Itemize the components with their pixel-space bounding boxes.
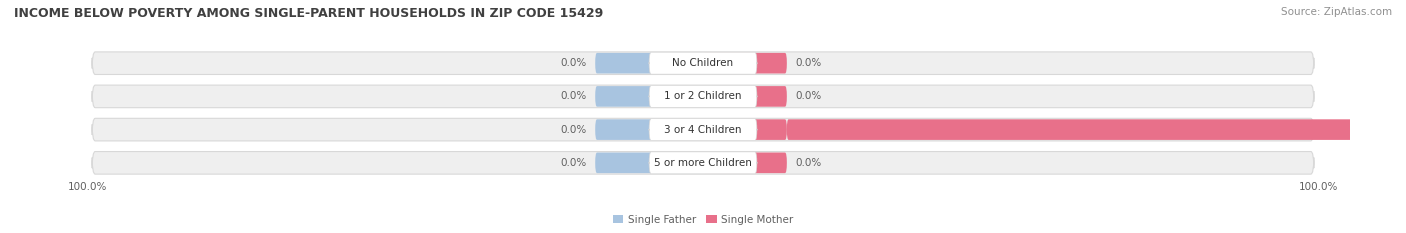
FancyBboxPatch shape <box>595 86 703 107</box>
FancyBboxPatch shape <box>595 53 703 73</box>
Text: 1 or 2 Children: 1 or 2 Children <box>664 91 742 101</box>
Text: 0.0%: 0.0% <box>560 125 586 135</box>
Legend: Single Father, Single Mother: Single Father, Single Mother <box>613 215 793 225</box>
Text: 100.0%: 100.0% <box>1395 125 1406 135</box>
FancyBboxPatch shape <box>595 153 703 173</box>
FancyBboxPatch shape <box>650 152 756 174</box>
Text: 0.0%: 0.0% <box>796 158 823 168</box>
FancyBboxPatch shape <box>703 53 787 73</box>
Text: 3 or 4 Children: 3 or 4 Children <box>664 125 742 135</box>
Text: 0.0%: 0.0% <box>796 58 823 68</box>
Text: INCOME BELOW POVERTY AMONG SINGLE-PARENT HOUSEHOLDS IN ZIP CODE 15429: INCOME BELOW POVERTY AMONG SINGLE-PARENT… <box>14 7 603 20</box>
Text: 0.0%: 0.0% <box>796 91 823 101</box>
Text: No Children: No Children <box>672 58 734 68</box>
Text: 100.0%: 100.0% <box>69 182 108 192</box>
Text: 5 or more Children: 5 or more Children <box>654 158 752 168</box>
Text: Source: ZipAtlas.com: Source: ZipAtlas.com <box>1281 7 1392 17</box>
FancyBboxPatch shape <box>787 119 1386 140</box>
Text: 0.0%: 0.0% <box>560 158 586 168</box>
FancyBboxPatch shape <box>650 52 756 74</box>
Text: 0.0%: 0.0% <box>560 58 586 68</box>
FancyBboxPatch shape <box>703 119 787 140</box>
FancyBboxPatch shape <box>703 153 787 173</box>
Text: 100.0%: 100.0% <box>1298 182 1337 192</box>
FancyBboxPatch shape <box>703 86 787 107</box>
FancyBboxPatch shape <box>650 86 756 107</box>
FancyBboxPatch shape <box>93 52 1313 75</box>
Text: 0.0%: 0.0% <box>560 91 586 101</box>
FancyBboxPatch shape <box>93 85 1313 108</box>
FancyBboxPatch shape <box>650 119 756 140</box>
FancyBboxPatch shape <box>595 119 703 140</box>
FancyBboxPatch shape <box>93 151 1313 174</box>
FancyBboxPatch shape <box>93 118 1313 141</box>
